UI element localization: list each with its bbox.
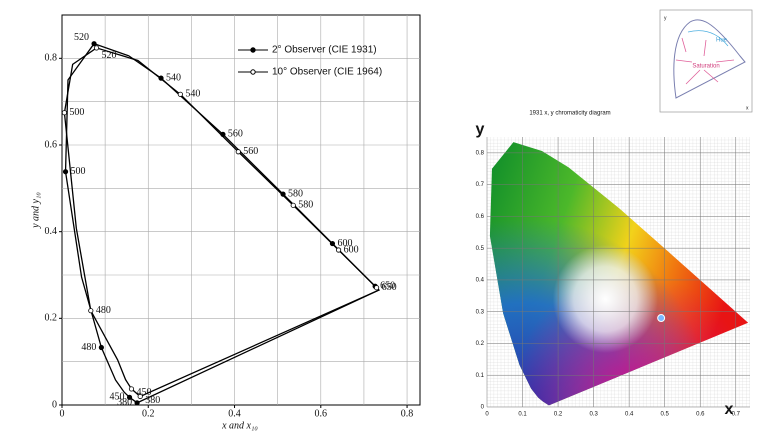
point	[91, 41, 97, 47]
point-label: 600	[337, 238, 352, 249]
left-chart: 0 0.2 0.4 0.6 0.800.20.40.60.838045048050052…	[45, 15, 420, 419]
point-label: 380	[145, 395, 160, 406]
point-label: 480	[81, 342, 96, 353]
point	[98, 344, 104, 351]
x-tick-label: 0.6	[315, 408, 328, 419]
point-label: 600	[344, 244, 359, 255]
point-label: 500	[71, 166, 86, 177]
point-label: 480	[96, 305, 111, 316]
point-label: 650	[382, 282, 397, 293]
point-label: 580	[298, 200, 313, 211]
y-tick-label: 0.4	[45, 226, 58, 237]
point	[290, 202, 296, 208]
locus-line	[64, 42, 381, 404]
y-tick-label: 0.8	[45, 53, 58, 64]
y-tick-label: 0.6	[476, 214, 485, 220]
point	[126, 394, 133, 400]
point-label: 580	[288, 188, 303, 199]
y-tick-label: 0	[52, 399, 57, 410]
x-tick-label: 0.1	[518, 412, 527, 418]
point	[61, 110, 68, 116]
y-tick-label: 0.2	[476, 341, 485, 347]
x-tick-label: 0.7	[732, 412, 741, 418]
plot-frame	[61, 14, 421, 406]
point	[62, 169, 69, 175]
y-tick-label: 0.4	[476, 278, 485, 284]
point-label: 540	[185, 89, 200, 100]
legend-marker	[250, 69, 256, 75]
inset-saturation-label: Saturation	[692, 64, 719, 70]
point	[93, 45, 100, 51]
point-label: 560	[243, 146, 258, 157]
inset: y x Hue Saturation	[659, 9, 753, 113]
point-label: 520	[102, 50, 117, 61]
point-label: 540	[166, 72, 181, 83]
x-tick-label: 0.3	[589, 412, 598, 418]
legend-label: 10° Observer (CIE 1964)	[272, 67, 382, 78]
x-tick-label: 0.2	[554, 412, 563, 418]
point-label: 500	[69, 107, 84, 118]
y-tick-label: 0	[481, 405, 485, 411]
point-label: 650	[380, 281, 395, 292]
x-tick-label: 0.8	[401, 408, 414, 419]
point	[177, 91, 183, 97]
title-banner	[510, 106, 640, 120]
y-tick-label: 0.8	[476, 150, 485, 156]
point-label: 560	[228, 129, 243, 140]
x-tick-label: 0.4	[228, 408, 241, 419]
inset-hue-label: Hue	[716, 38, 728, 44]
inset-hue-arc	[687, 30, 729, 47]
inset-y-label: y	[664, 15, 667, 21]
x-tick-label: 0.6	[696, 412, 705, 418]
x-tick-label: 0.5	[661, 412, 670, 418]
y-axis-label: y	[476, 121, 485, 138]
y-tick-label: 0.7	[476, 182, 485, 188]
y-tick-label: 0.3	[476, 309, 485, 315]
point	[128, 386, 135, 392]
point-label: 450	[136, 387, 151, 398]
white-point-marker	[657, 314, 666, 323]
y-tick-label: 0.1	[476, 373, 485, 379]
point-label: 380	[117, 397, 132, 408]
point	[134, 400, 140, 406]
point	[137, 393, 143, 400]
x-axis-label: x and x₁₀	[221, 420, 258, 431]
point-label: 520	[74, 32, 89, 43]
legend-label: 2° Observer (CIE 1931)	[272, 45, 377, 56]
point	[335, 247, 342, 253]
x-tick-label: 0.4	[625, 412, 634, 418]
locus-line	[63, 47, 381, 398]
inset-x-label: x	[746, 105, 749, 111]
inset-locus	[673, 19, 746, 99]
y-tick-label: 0.6	[45, 139, 58, 150]
point	[88, 308, 94, 314]
x-tick-label: 0.2	[142, 408, 155, 419]
inset-arrows	[675, 37, 735, 85]
y-axis-label: y and y₁₀	[30, 192, 41, 229]
point	[235, 149, 241, 155]
legend-marker	[250, 47, 256, 53]
point-label: 450	[110, 392, 125, 403]
y-tick-label: 0.2	[45, 313, 58, 324]
x-axis-label: x	[725, 401, 734, 418]
x-tick-label: 0	[60, 408, 65, 419]
point	[373, 285, 380, 291]
chart-title: 1931 x, y chromaticity diagram	[529, 111, 610, 117]
x-tick-label: 0	[485, 412, 489, 418]
y-tick-label: 0.5	[476, 246, 485, 252]
